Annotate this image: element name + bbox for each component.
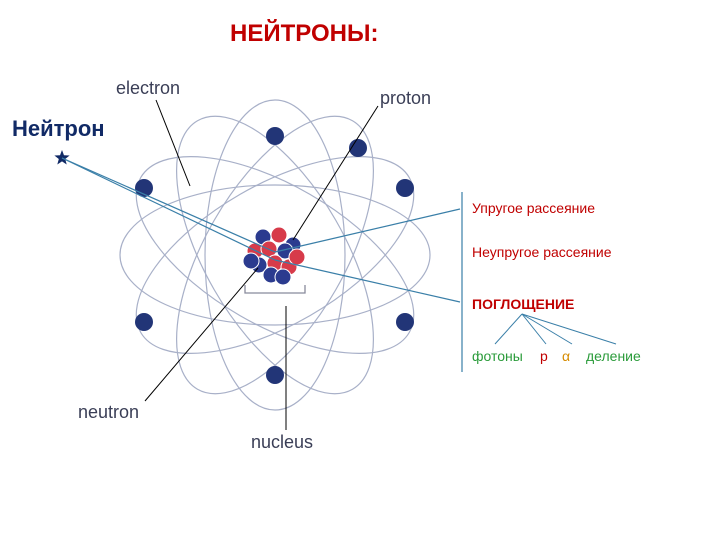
incoming-neutron-label: Нейтрон [12, 116, 105, 142]
neutron-label: neutron [78, 402, 139, 423]
side-item-2: ПОГЛОЩЕНИЕ [472, 296, 574, 312]
nucleon [271, 227, 287, 243]
nucleus-label: nucleus [251, 432, 313, 453]
subitem-2: α [562, 348, 570, 364]
neutron-star-icon [54, 150, 69, 164]
electron-leader [156, 100, 190, 186]
diagram-root: НЕЙТРОНЫ: electron proton neutron nucleus Ней… [0, 0, 720, 540]
nucleon [289, 249, 305, 265]
scatter-line [62, 158, 275, 260]
nucleon [243, 253, 259, 269]
side-item-0: Упругое рассеяние [472, 200, 595, 216]
nucleon [275, 269, 291, 285]
neutron-leader [145, 268, 258, 401]
proton-label: proton [380, 88, 431, 109]
electron [266, 127, 284, 145]
scatter-line [62, 158, 275, 252]
side-item-1: Неупругое рассеяние [472, 244, 612, 260]
subitem-0: фотоны [472, 348, 523, 364]
nucleus-bracket [245, 285, 305, 293]
fan-line [495, 314, 522, 344]
main-title: НЕЙТРОНЫ: [230, 20, 378, 48]
subitem-3: деление [586, 348, 641, 364]
electron-label: electron [116, 78, 180, 99]
fan-line [522, 314, 616, 344]
fan-line [522, 314, 572, 344]
fan-line [522, 314, 546, 344]
electron [396, 313, 414, 331]
electron [396, 179, 414, 197]
diagram-svg [0, 0, 720, 540]
subitem-1: p [540, 348, 548, 364]
electron [135, 313, 153, 331]
electron [266, 366, 284, 384]
